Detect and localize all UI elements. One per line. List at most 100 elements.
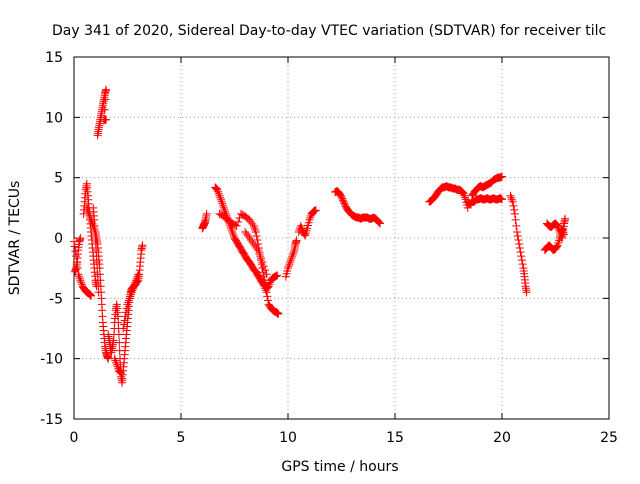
data-point	[552, 242, 561, 251]
data-point	[101, 95, 110, 104]
data-point	[259, 268, 268, 277]
x-tick-label: 10	[279, 430, 297, 446]
data-point	[515, 244, 524, 253]
data-point	[250, 223, 259, 232]
data-point	[86, 213, 95, 222]
data-point	[110, 354, 119, 363]
data-point	[75, 274, 84, 283]
data-point	[122, 308, 131, 317]
data-point	[125, 294, 134, 303]
data-point	[234, 217, 243, 226]
data-point	[219, 203, 228, 212]
data-point	[286, 256, 295, 265]
data-point	[127, 288, 136, 297]
data-point	[510, 209, 519, 218]
data-point	[511, 215, 520, 224]
x-axis-label: GPS time / hours	[281, 459, 398, 475]
data-point	[340, 199, 349, 208]
data-point	[131, 278, 140, 287]
x-tick-label: 20	[493, 430, 511, 446]
data-point	[100, 105, 109, 114]
data-point	[121, 312, 130, 321]
data-point	[259, 262, 268, 271]
data-point	[285, 260, 294, 269]
data-point	[498, 172, 506, 181]
data-point	[254, 246, 263, 255]
data-point	[296, 221, 305, 230]
y-tick-label: 0	[54, 231, 63, 247]
data-point	[133, 272, 142, 281]
data-point	[460, 191, 469, 200]
data-point	[112, 358, 121, 367]
data-point	[339, 197, 348, 206]
data-point	[516, 248, 525, 257]
data-point	[300, 230, 309, 239]
data-point	[244, 231, 253, 240]
data-point	[117, 369, 126, 378]
data-point	[561, 214, 570, 223]
data-point	[292, 236, 301, 245]
data-series	[70, 85, 570, 387]
x-tick-label: 5	[177, 430, 186, 446]
data-point	[512, 221, 521, 230]
data-point	[88, 219, 97, 228]
data-point	[227, 225, 236, 234]
data-point	[249, 221, 258, 230]
data-point	[263, 283, 272, 292]
data-point	[557, 224, 566, 233]
data-point	[129, 284, 138, 293]
y-tick-label: 10	[45, 110, 63, 126]
data-point	[251, 227, 260, 236]
data-point	[102, 115, 111, 124]
data-point	[120, 316, 129, 325]
data-point	[507, 195, 516, 204]
data-point	[256, 254, 265, 263]
data-point	[220, 205, 229, 214]
data-point	[87, 291, 96, 300]
y-tick-label: -15	[40, 412, 63, 428]
data-point	[77, 278, 86, 287]
data-point	[518, 260, 527, 269]
data-point	[265, 280, 274, 289]
data-point	[430, 192, 439, 201]
data-point	[252, 244, 261, 253]
data-point	[214, 189, 223, 198]
data-point	[246, 236, 255, 245]
x-tick-label: 25	[600, 430, 618, 446]
data-point	[138, 241, 147, 250]
data-point	[515, 240, 524, 249]
data-point	[219, 201, 228, 210]
data-point	[522, 288, 531, 297]
data-point	[458, 187, 467, 196]
data-point	[251, 266, 260, 275]
data-point	[119, 324, 128, 333]
data-point	[255, 250, 264, 259]
data-point	[132, 274, 141, 283]
data-point	[244, 257, 253, 266]
data-point	[211, 184, 220, 193]
data-point	[509, 201, 518, 210]
data-point	[498, 195, 506, 204]
data-point	[129, 282, 138, 291]
data-point	[228, 227, 237, 236]
data-point	[311, 206, 320, 215]
data-point	[258, 258, 267, 267]
data-point	[256, 252, 265, 261]
data-point	[286, 258, 295, 267]
data-point	[229, 229, 238, 238]
y-tick-label: 15	[45, 50, 63, 66]
data-point	[216, 195, 225, 204]
data-point	[89, 223, 98, 232]
data-point	[127, 290, 136, 299]
data-point	[288, 250, 297, 259]
data-point	[264, 282, 273, 291]
data-point	[252, 231, 261, 240]
data-point	[334, 188, 343, 197]
data-point	[459, 189, 468, 198]
data-point	[506, 191, 515, 200]
data-point	[512, 227, 521, 236]
data-point	[115, 367, 124, 376]
data-point	[337, 192, 346, 201]
data-point	[251, 242, 260, 251]
